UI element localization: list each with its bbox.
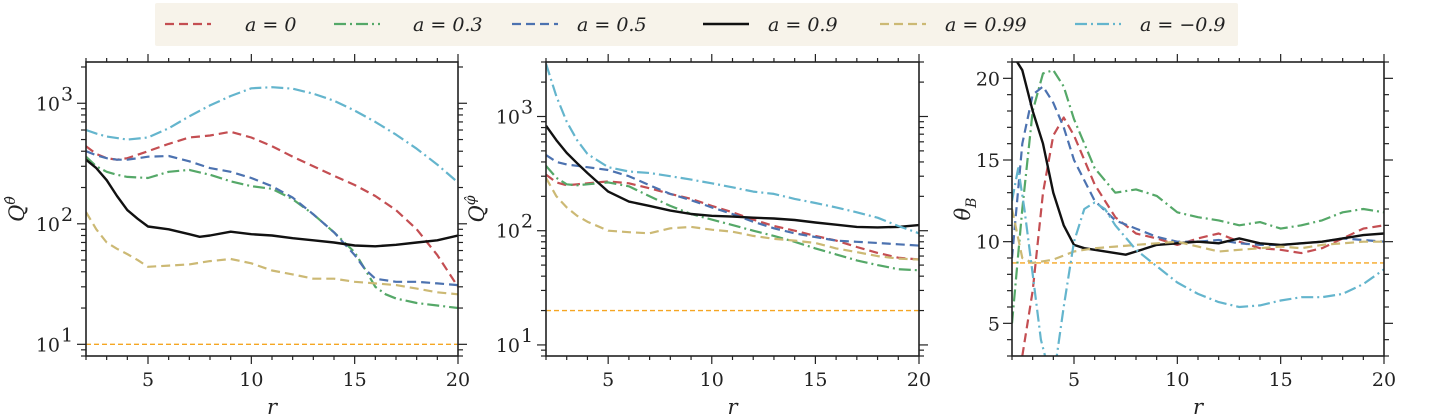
y-axis-label: Qθ̂ — [3, 196, 29, 222]
legend-label-a09: a = 0.9 — [768, 14, 838, 36]
plot-frame — [85, 61, 459, 357]
y-axis-label-subscript: B — [964, 198, 980, 209]
y-tick-exponent: 3 — [61, 83, 73, 105]
curve-a09 — [1015, 62, 1384, 256]
curve-a099 — [546, 177, 919, 261]
y-tick-label: 10 — [496, 335, 520, 357]
y-tick-label: 10 — [496, 106, 520, 128]
panel-theta-b: 5 10 15 20 5 10 15 20 r θB — [951, 54, 1396, 419]
legend-item-a03: a = 0.3 — [334, 14, 483, 36]
legend-label-a0: a = 0 — [245, 14, 296, 36]
x-tick-label: 15 — [803, 369, 827, 391]
y-tick-exponent: 3 — [521, 96, 533, 118]
curve-a0 — [86, 130, 458, 288]
y-tick-label: 10 — [36, 93, 60, 115]
x-tick-label: 10 — [700, 369, 724, 391]
x-tick-label: 20 — [907, 369, 931, 391]
y-tick-label: 10 — [496, 221, 520, 243]
curve-am09 — [86, 86, 458, 184]
legend: a = 0 a = 0.3 a = 0.5 a = 0.9 a = 0.99 a… — [155, 3, 1238, 46]
x-tick-label: 20 — [1372, 369, 1396, 391]
x-axis-label: r — [727, 395, 739, 419]
curve-am09 — [1012, 167, 1384, 356]
curve-a099 — [1012, 208, 1384, 264]
y-tick-exponent: 1 — [521, 325, 533, 347]
x-tick-label: 15 — [343, 369, 367, 391]
legend-item-a0: a = 0 — [165, 14, 296, 36]
legend-label-a099: a = 0.99 — [945, 14, 1027, 36]
y-tick-label: 20 — [976, 68, 1000, 90]
legend-item-am09: a = −0.9 — [1075, 14, 1225, 36]
curve-a05 — [86, 150, 458, 287]
curve-a09 — [86, 158, 458, 248]
legend-item-a05: a = 0.5 — [512, 14, 647, 36]
x-tick-label: 5 — [1068, 369, 1080, 391]
curve-a03 — [86, 155, 458, 310]
x-tick-label: 20 — [446, 369, 470, 391]
curve-a099 — [86, 211, 458, 296]
y-tick-label: 10 — [36, 334, 60, 356]
legend-item-a09: a = 0.9 — [703, 14, 838, 36]
x-axis-label: r — [1193, 395, 1205, 419]
legend-label-a05: a = 0.5 — [577, 14, 647, 36]
curve-a09 — [546, 125, 919, 229]
curve-a03 — [546, 165, 919, 272]
y-tick-label: 15 — [976, 150, 1000, 172]
y-tick-label: 10 — [36, 214, 60, 236]
y-tick-label: 5 — [988, 313, 1000, 335]
y-axis-label-main: Q — [5, 205, 29, 222]
y-axis-label-main: Q — [465, 205, 489, 222]
y-axis-label-superscript: θ̂ — [3, 196, 19, 205]
x-tick-label: 5 — [602, 369, 614, 391]
x-tick-label: 10 — [239, 369, 263, 391]
legend-background — [155, 3, 1238, 46]
y-tick-exponent: 2 — [521, 211, 533, 233]
y-axis-label-superscript: φ̂ — [463, 195, 479, 205]
plot-frame — [1011, 61, 1385, 357]
legend-label-a03: a = 0.3 — [413, 14, 483, 36]
x-tick-label: 15 — [1269, 369, 1293, 391]
x-tick-label: 5 — [142, 369, 154, 391]
curve-a0 — [546, 173, 919, 261]
y-axis-label-main: θ — [951, 207, 975, 220]
plot-frame — [545, 61, 920, 357]
legend-item-a099: a = 0.99 — [880, 14, 1027, 36]
y-axis-label: θB — [951, 198, 980, 221]
legend-label-am09: a = −0.9 — [1140, 14, 1225, 36]
y-tick-exponent: 2 — [61, 204, 73, 226]
y-axis-label: Qφ̂ — [463, 195, 489, 222]
curve-a05 — [546, 154, 919, 247]
y-tick-exponent: 1 — [61, 324, 73, 346]
y-tick-label: 10 — [976, 232, 1000, 254]
x-axis-label: r — [267, 395, 279, 419]
curve-a0 — [1021, 116, 1384, 356]
curve-am09 — [546, 63, 919, 235]
x-tick-label: 10 — [1165, 369, 1189, 391]
curve-a03 — [1012, 69, 1384, 324]
